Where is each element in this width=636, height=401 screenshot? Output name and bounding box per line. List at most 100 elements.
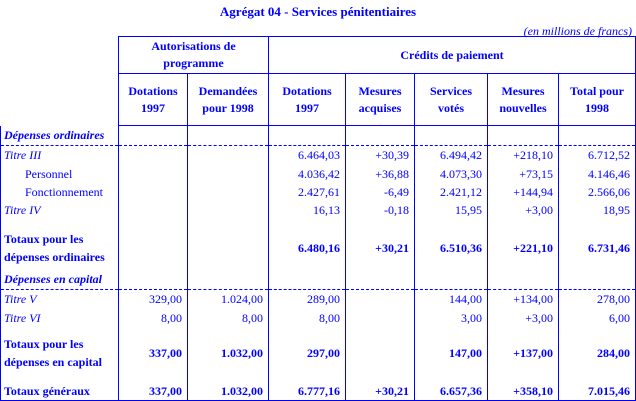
cell-value: +358,10 xyxy=(487,372,559,401)
cell-value xyxy=(118,145,188,166)
cell-value: 1.032,00 xyxy=(187,372,269,401)
cell-value: 6.480,16 xyxy=(268,219,346,270)
table-row: Fonctionnement 2.427,61 -6,49 2.421,12 +144,… xyxy=(0,183,636,202)
total-row: Totaux pour les dépenses ordinaires 6.480… xyxy=(0,219,636,270)
cell-value: 6.510,36 xyxy=(414,219,488,270)
section-row: Dépenses en capital xyxy=(0,269,636,290)
total-row: Totaux pour les dépenses en capital 337,0… xyxy=(0,327,636,373)
budget-table: Autorisations de programme Crédits de pa… xyxy=(0,36,636,401)
cell-value: 284,00 xyxy=(558,327,636,373)
unit-note: (en millions de francs) xyxy=(523,24,632,38)
table-row: Personnel 4.036,42 +36,88 4.073,30 +73,15 4.1… xyxy=(0,165,636,184)
cell-value: +30,21 xyxy=(345,372,415,401)
cell-value: +30,21 xyxy=(345,219,415,270)
cell-value: 2.566,06 xyxy=(558,183,636,202)
cell-value: 4.146,46 xyxy=(558,165,636,184)
cell-value: 6.494,42 xyxy=(414,145,488,166)
header-autorisations: Autorisations de programme xyxy=(118,36,269,74)
row-label: Dépenses en capital xyxy=(0,269,119,290)
cell-value: 337,00 xyxy=(118,327,188,373)
cell-value: 1.032,00 xyxy=(187,327,269,373)
cell-value xyxy=(558,269,636,290)
cell-value: 297,00 xyxy=(268,327,346,373)
cell-value: 4.036,42 xyxy=(268,165,346,184)
cell-value xyxy=(487,269,559,290)
cell-value: 8,00 xyxy=(187,309,269,328)
column-header: Dotations 1997 xyxy=(118,73,188,126)
table-row: Titre VI 8,00 8,00 8,00 3,00 +3,00 6,00 xyxy=(0,309,636,328)
cell-value xyxy=(118,165,188,184)
section-row: Dépenses ordinaires xyxy=(0,125,636,146)
cell-value: 4.073,30 xyxy=(414,165,488,184)
cell-value xyxy=(414,125,488,146)
cell-value: -6,49 xyxy=(345,183,415,202)
row-label: Titre V xyxy=(0,289,119,310)
cell-value xyxy=(345,309,415,328)
cell-value: 6.657,36 xyxy=(414,372,488,401)
cell-value xyxy=(268,269,346,290)
cell-value: 15,95 xyxy=(414,201,488,220)
cell-value: +3,00 xyxy=(487,201,559,220)
column-header: Dotations 1997 xyxy=(268,73,346,126)
cell-value: +218,10 xyxy=(487,145,559,166)
cell-value xyxy=(487,125,559,146)
cell-value: +134,00 xyxy=(487,289,559,310)
cell-value: 6,00 xyxy=(558,309,636,328)
cell-value: 8,00 xyxy=(268,309,346,328)
header-blank xyxy=(0,73,119,126)
cell-value xyxy=(345,125,415,146)
cell-value: +73,15 xyxy=(487,165,559,184)
cell-value: 6.777,16 xyxy=(268,372,346,401)
cell-value: -0,18 xyxy=(345,201,415,220)
column-header: Total pour 1998 xyxy=(558,73,636,126)
cell-value xyxy=(345,289,415,310)
cell-value xyxy=(118,125,188,146)
column-header: Services votés xyxy=(414,73,488,126)
cell-value xyxy=(187,201,269,220)
cell-value: 2.421,12 xyxy=(414,183,488,202)
cell-value xyxy=(345,269,415,290)
cell-value: 337,00 xyxy=(118,372,188,401)
cell-value: +221,10 xyxy=(487,219,559,270)
cell-value: 278,00 xyxy=(558,289,636,310)
row-label: Totaux généraux xyxy=(0,372,119,401)
cell-value xyxy=(268,125,346,146)
cell-value xyxy=(187,183,269,202)
cell-value xyxy=(187,145,269,166)
page-title: Agrégat 04 - Services pénitentiaires xyxy=(219,4,417,19)
cell-value: 2.427,61 xyxy=(268,183,346,202)
cell-value: 8,00 xyxy=(118,309,188,328)
cell-value xyxy=(414,269,488,290)
row-label: Totaux pour les dépenses ordinaires xyxy=(0,219,119,270)
cell-value: +30,39 xyxy=(345,145,415,166)
cell-value: +3,00 xyxy=(487,309,559,328)
cell-value: 289,00 xyxy=(268,289,346,310)
table-row: Titre V 329,00 1.024,00 289,00 144,00 +134,00… xyxy=(0,289,636,310)
row-label: Titre III xyxy=(0,145,119,166)
row-label: Personnel xyxy=(0,165,119,184)
table-row: Titre IV 16,13 -0,18 15,95 +3,00 18,95 xyxy=(0,201,636,220)
cell-value xyxy=(558,125,636,146)
cell-value: 6.712,52 xyxy=(558,145,636,166)
cell-value: +36,88 xyxy=(345,165,415,184)
row-label: Dépenses ordinaires xyxy=(0,125,119,146)
cell-value: 1.024,00 xyxy=(187,289,269,310)
row-label: Titre VI xyxy=(0,309,119,328)
row-label: Fonctionnement xyxy=(0,183,119,202)
cell-value: 7.015,46 xyxy=(558,372,636,401)
cell-value xyxy=(187,269,269,290)
cell-value: +144,94 xyxy=(487,183,559,202)
cell-value: +137,00 xyxy=(487,327,559,373)
column-header: Demandées pour 1998 xyxy=(187,73,269,126)
row-label: Totaux pour les dépenses en capital xyxy=(0,327,119,373)
cell-value xyxy=(187,165,269,184)
column-header: Mesures acquises xyxy=(345,73,415,126)
header-blank xyxy=(0,36,119,74)
cell-value: 147,00 xyxy=(414,327,488,373)
cell-value: 144,00 xyxy=(414,289,488,310)
cell-value: 6.464,03 xyxy=(268,145,346,166)
cell-value: 18,95 xyxy=(558,201,636,220)
cell-value xyxy=(345,327,415,373)
cell-value xyxy=(118,183,188,202)
row-label: Titre IV xyxy=(0,201,119,220)
